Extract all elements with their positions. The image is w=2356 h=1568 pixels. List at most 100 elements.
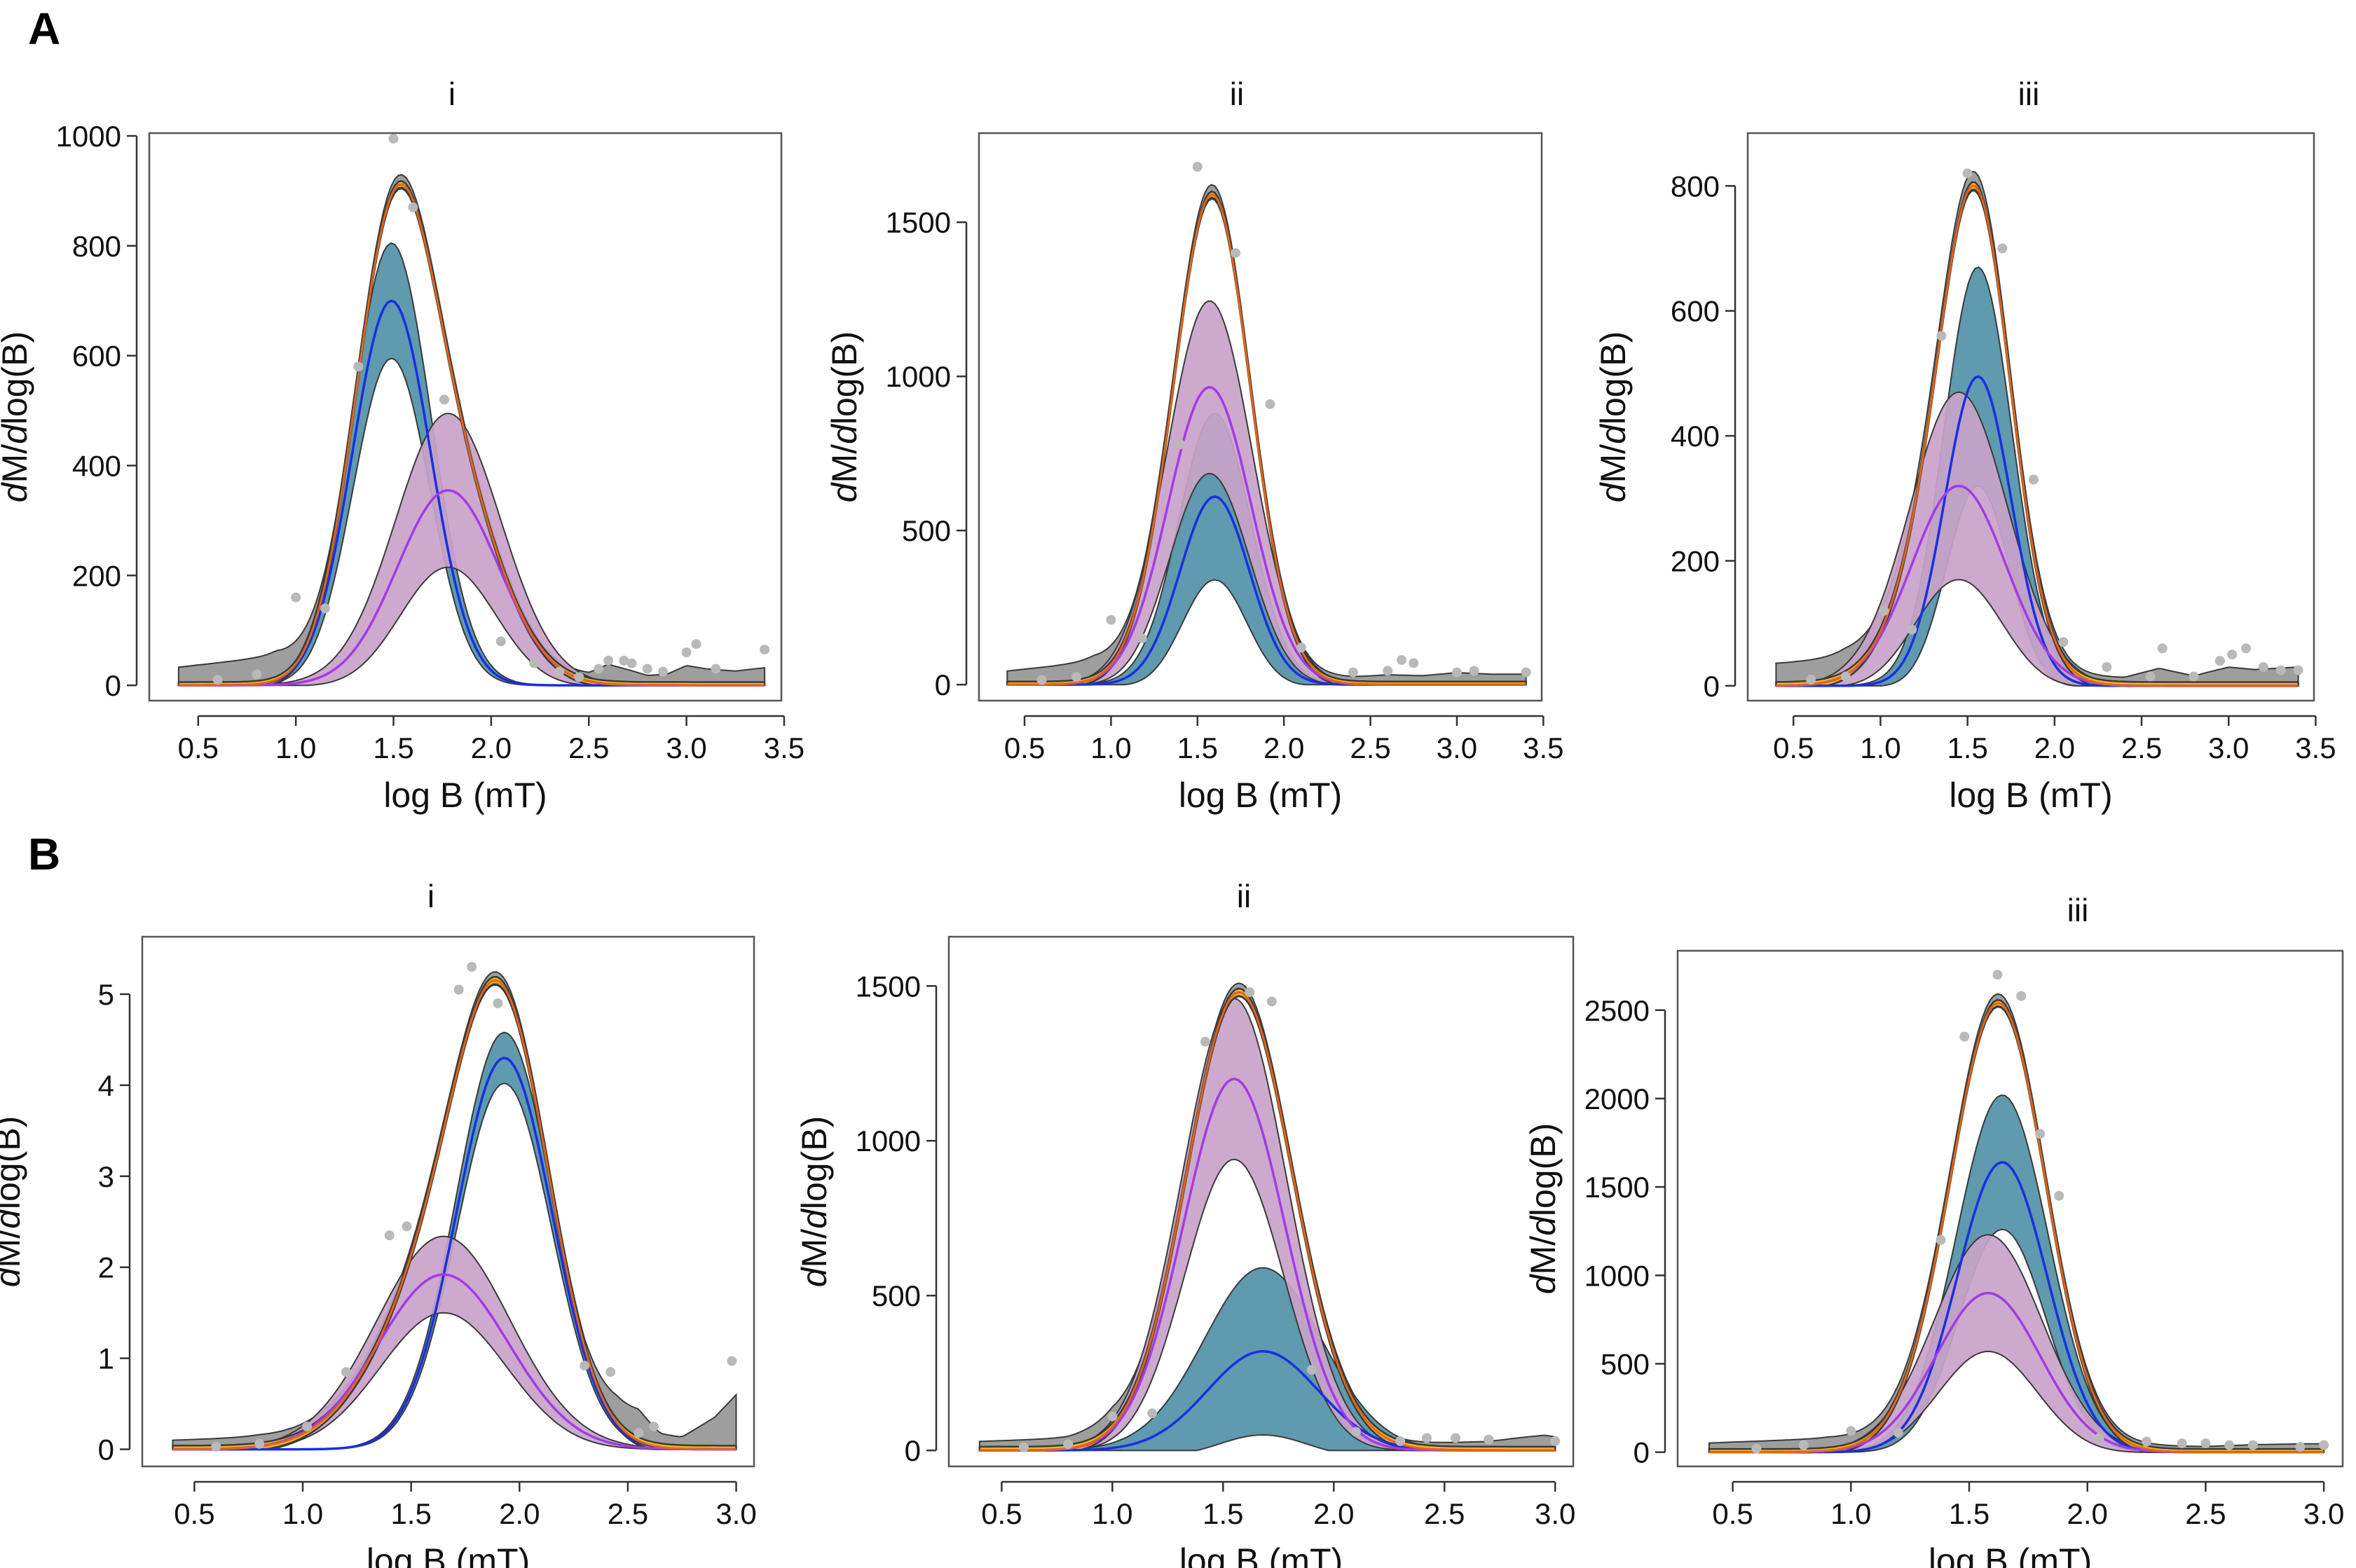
y-tick-label: 200 [1671, 544, 1720, 577]
y-tick-label: 500 [1601, 1348, 1650, 1381]
x-tick-label: 3.0 [2303, 1497, 2344, 1530]
data-point [691, 639, 701, 649]
x-tick-label: 1.0 [1090, 731, 1131, 764]
plot-frame [1746, 132, 2315, 702]
x-tick-label: 3.0 [1535, 1497, 1575, 1530]
data-point [1992, 970, 2003, 980]
data-point [1962, 168, 1973, 179]
data-point [1019, 1442, 1029, 1452]
x-tick-label: 2.5 [2121, 731, 2162, 764]
data-point [1469, 666, 1479, 676]
data-point [1036, 675, 1047, 685]
y-tick-label: 0 [905, 1434, 921, 1467]
data-point [1106, 614, 1116, 625]
data-point [727, 1356, 737, 1366]
data-point [2189, 671, 2199, 682]
x-tick-label: 0.5 [174, 1497, 214, 1530]
x-tick-label: 2.0 [2067, 1497, 2108, 1530]
y-tick-label: 600 [1671, 295, 1720, 328]
data-point [1383, 666, 1393, 676]
data-point [1107, 1411, 1118, 1422]
data-point [580, 1361, 590, 1371]
y-tick-label: 400 [1671, 420, 1720, 453]
data-point [1245, 987, 1255, 998]
data-point [2177, 1438, 2187, 1449]
x-tick-label: 1.0 [282, 1497, 323, 1530]
data-point [2241, 643, 2252, 654]
chart-a-i: 0.5 1.0 1.5 2.0 2.5 3.0 3.5 0 200 400 600 800 1000 i l… [0, 76, 804, 815]
sum-model-line [178, 183, 765, 687]
data-point [1175, 439, 1186, 449]
x-tick-label: 2.5 [568, 731, 609, 764]
y-tick-label: 2 [98, 1251, 114, 1284]
x-tick-label: 0.5 [1004, 731, 1045, 764]
data-point [2102, 662, 2112, 673]
data-point [341, 1367, 351, 1377]
data-point [1296, 642, 1306, 653]
component-1-band [178, 242, 765, 687]
y-tick-label: 1500 [886, 206, 951, 239]
component-2-band [1775, 391, 2299, 687]
x-tick-label: 1.5 [1177, 731, 1218, 764]
x-tick-label: 1.5 [1203, 1497, 1243, 1530]
x-tick-label: 1.0 [1860, 731, 1900, 764]
data-point [1484, 1434, 1494, 1445]
data-point [2224, 1440, 2235, 1450]
data-point [2227, 649, 2238, 660]
data-point [493, 998, 503, 1008]
x-tick-label: 3.5 [2295, 731, 2336, 764]
x-axis-label: log B (mT) [383, 776, 547, 815]
x-tick-label: 2.5 [608, 1497, 648, 1530]
y-tick-label: 0 [1634, 1436, 1650, 1469]
panel-subtitle: i [427, 878, 434, 914]
y-tick-label: 4 [98, 1069, 114, 1102]
x-tick-label: 0.5 [178, 731, 219, 764]
panel-label-a: A [28, 4, 61, 54]
panel-subtitle: iii [2067, 892, 2089, 928]
data-point [453, 984, 464, 995]
x-tick-label: 1.0 [275, 731, 316, 764]
component-1-band [979, 1267, 1556, 1452]
data-point [1265, 399, 1275, 409]
sum-model-line [1776, 184, 2299, 687]
y-tick-label: 800 [72, 230, 121, 263]
data-point [2054, 1190, 2064, 1201]
y-axis-label: dM/dlog(B) [1523, 1123, 1563, 1295]
chart-b-iii: 0.5 1.0 1.5 2.0 2.5 3.0 0 500 1000 1500 2000 2500 ii… [1523, 892, 2344, 1568]
panel-subtitle: ii [1230, 76, 1244, 112]
data-point [649, 1422, 659, 1432]
x-tick-label: 1.5 [1947, 731, 1987, 764]
x-tick-label: 0.5 [1773, 731, 1814, 764]
data-point [495, 636, 506, 647]
data-point [1798, 1440, 1809, 1450]
data-point [1846, 1426, 1856, 1436]
data-point [1422, 1433, 1432, 1443]
y-tick-label: 0 [935, 668, 951, 701]
y-axis-label: dM/dlog(B) [0, 1116, 27, 1288]
data-point [1063, 1439, 1074, 1450]
data-point [1192, 162, 1203, 172]
y-tick-label: 2000 [1584, 1082, 1650, 1115]
x-tick-label: 2.5 [1350, 731, 1390, 764]
data-point [1147, 1408, 1158, 1419]
chart-b-i: 0.5 1.0 1.5 2.0 2.5 3.0 0 1 2 3 4 5 i log B (mT) dM/dl… [0, 878, 757, 1568]
data-point [1395, 1436, 1406, 1446]
data-point [1409, 658, 1419, 668]
sum-model-line [1007, 193, 1526, 686]
x-tick-label: 3.5 [764, 731, 804, 764]
data-point [681, 647, 692, 658]
data-point [384, 1230, 395, 1241]
x-tick-label: 3.0 [666, 731, 706, 764]
y-tick-label: 0 [98, 1433, 114, 1466]
y-tick-label: 0 [1704, 670, 1720, 703]
data-point [2247, 1440, 2258, 1450]
component-2-band [1007, 300, 1526, 686]
y-tick-label: 3 [98, 1160, 114, 1193]
y-tick-label: 500 [902, 514, 951, 547]
x-tick-label: 1.5 [1949, 1497, 1989, 1530]
panel-subtitle: i [448, 76, 456, 112]
y-tick-label: 2500 [1584, 994, 1650, 1027]
data-point [2200, 1438, 2211, 1449]
data-point [2275, 665, 2286, 675]
